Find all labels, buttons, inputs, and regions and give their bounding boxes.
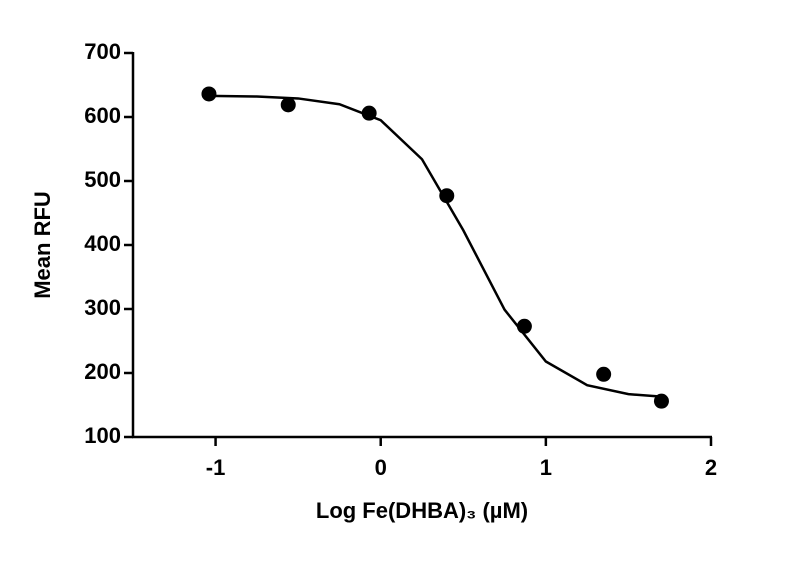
data-point (280, 97, 296, 113)
x-tick-label: 1 (540, 455, 552, 480)
y-tick-label: 500 (84, 167, 121, 192)
y-axis-label: Mean RFU (30, 191, 55, 299)
data-point (596, 366, 612, 382)
x-tick-label: 0 (375, 455, 387, 480)
data-point (361, 105, 377, 121)
data-point (653, 393, 669, 409)
data-point (516, 318, 532, 334)
y-tick-label: 600 (84, 103, 121, 128)
fit-curve (208, 94, 662, 398)
data-point (201, 86, 217, 102)
x-tick-label: 2 (705, 455, 717, 480)
data-point (439, 188, 455, 204)
y-tick-label: 100 (84, 423, 121, 448)
y-tick-label: 300 (84, 295, 121, 320)
x-tick-label: -1 (206, 455, 226, 480)
y-tick-label: 700 (84, 39, 121, 64)
x-axis-label: Log Fe(DHBA)₃ (µM) (316, 498, 528, 523)
y-tick-label: 400 (84, 231, 121, 256)
y-tick-label: 200 (84, 359, 121, 384)
